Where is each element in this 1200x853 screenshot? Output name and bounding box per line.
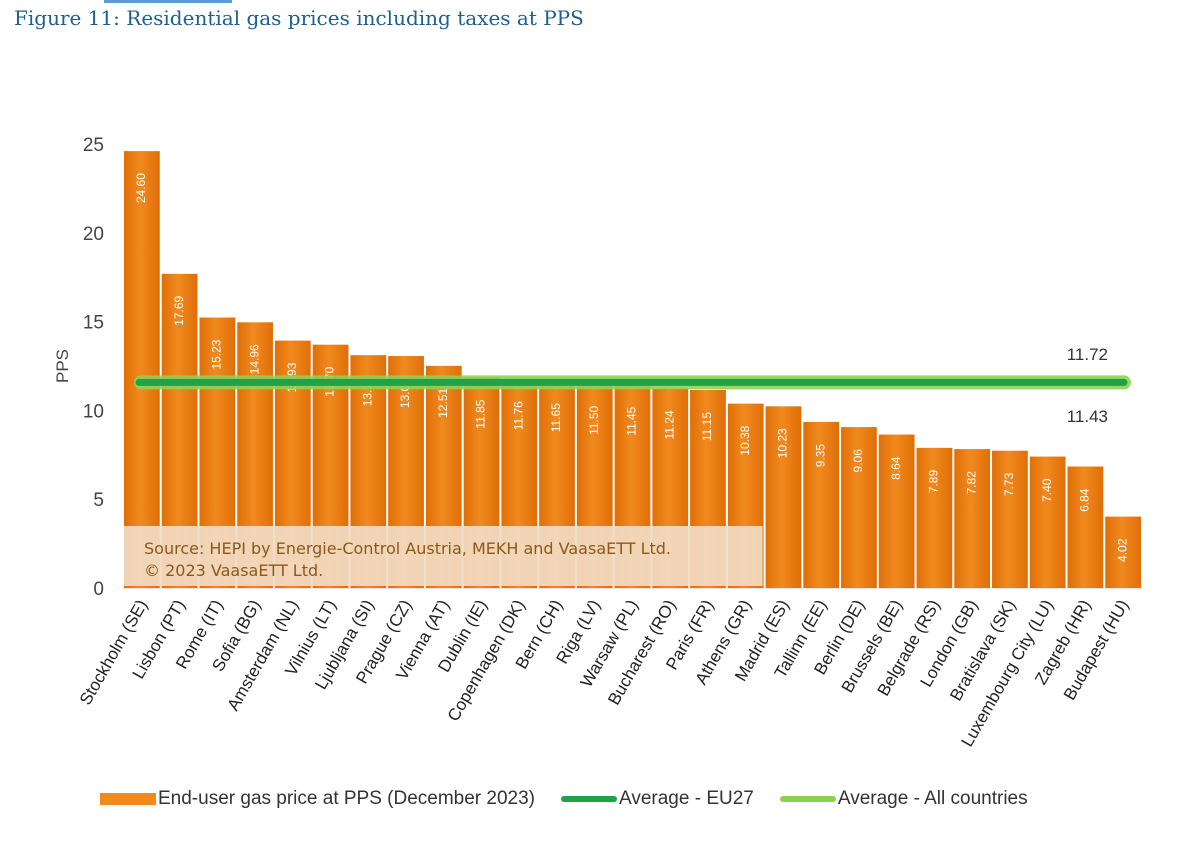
legend-label-all: Average - All countries (837, 788, 1028, 809)
bar-belgrade-rs (916, 447, 953, 588)
bar-value-label: 15.23 (210, 339, 224, 369)
bar-berlin-de (841, 427, 877, 588)
bar-value-label: 7.82 (964, 471, 978, 495)
legend-label-eu27: Average - EU27 (619, 788, 754, 809)
bar-value-label: 11.85 (474, 399, 488, 428)
bar-value-label: 7.73 (1002, 472, 1016, 496)
legend-label-bars: End-user gas price at PPS (December 2023… (158, 788, 536, 809)
y-tick-label: 15 (83, 313, 104, 334)
bar-stockholm-se (124, 151, 160, 588)
figure-title: Figure 11: Residential gas prices includ… (14, 6, 584, 30)
chart-legend: End-user gas price at PPS (December 2023… (100, 786, 1028, 812)
bar-madrid-es (765, 406, 802, 588)
source-line: Source: HEPI by Energie-Control Austria,… (144, 539, 671, 558)
bar-value-label: 12.51 (436, 387, 450, 417)
bar-value-label: 7.40 (1040, 478, 1054, 502)
legend-swatch-all-line (779, 796, 836, 802)
bar-value-label: 9.35 (813, 444, 827, 468)
bar-value-label: 6.84 (1078, 488, 1092, 512)
bar-value-label: 8.64 (889, 456, 903, 480)
bar-value-label: 10.38 (738, 425, 752, 455)
bar-value-label: 11.76 (511, 401, 525, 430)
bar-value-label: 4.02 (1115, 538, 1129, 562)
bar-value-label: 9.06 (851, 449, 865, 473)
average-all-label: 11.72 (1067, 345, 1108, 364)
legend-item-eu27: Average - EU27 (561, 788, 754, 810)
bar-zagreb-hr (1067, 466, 1104, 588)
y-tick-label: 10 (83, 401, 104, 422)
source-box (124, 526, 763, 586)
bar-value-label: 11.24 (662, 410, 676, 439)
bar-value-label: 11.50 (587, 405, 601, 434)
bar-tallinn-ee (803, 421, 840, 588)
source-line: © 2023 VaasaETT Ltd. (144, 561, 323, 580)
bar-value-label: 11.15 (700, 412, 714, 441)
bar-value-label: 11.65 (549, 403, 563, 432)
bar-value-label: 11.45 (625, 406, 639, 435)
bar-value-label: 10.23 (776, 428, 790, 458)
title-accent-rule (104, 0, 232, 3)
bar-london-gb (954, 449, 991, 588)
y-tick-label: 5 (93, 490, 104, 511)
legend-swatch-eu27-line (561, 796, 618, 802)
y-axis-title: PPS (53, 349, 72, 383)
bar-value-label: 17.69 (172, 296, 186, 326)
bar-value-label: 14.96 (247, 344, 261, 374)
bar-luxembourg-city-lu (1029, 456, 1066, 588)
legend-swatch-bar (100, 793, 156, 805)
bar-chart: PPS 0 5 10 15 20 25 Source: HEPI by Energie-Con… (53, 135, 1142, 750)
y-tick-label: 20 (83, 224, 104, 245)
average-eu27-label: 11.43 (1067, 407, 1108, 426)
bar-budapest-hu (1105, 516, 1141, 588)
bar-bratislava-sk (992, 450, 1028, 588)
bar-value-label: 24.60 (134, 173, 148, 203)
legend-item-bars: End-user gas price at PPS (December 2023… (100, 788, 535, 810)
y-tick-label: 0 (93, 579, 104, 600)
bar-brussels-be (878, 434, 915, 588)
y-tick-label: 25 (83, 135, 104, 156)
bar-value-label: 7.89 (927, 470, 941, 494)
legend-item-all: Average - All countries (779, 788, 1028, 810)
